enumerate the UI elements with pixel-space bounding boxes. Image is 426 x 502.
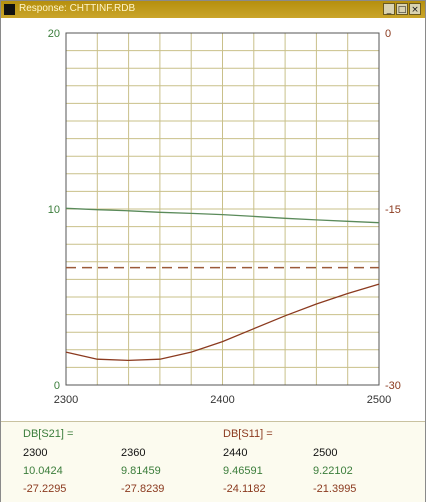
readout-s11-value-4: -21.3995	[313, 483, 357, 495]
s11-readout-label: DB[S11] =	[223, 428, 273, 440]
close-button[interactable]: ×	[409, 3, 421, 15]
right-y-tick-label: 0	[385, 28, 391, 40]
readout-s21-value-3: 9.46591	[223, 465, 263, 477]
minimize-button[interactable]: _	[383, 3, 395, 15]
left-y-tick-label: 0	[54, 380, 60, 392]
title-bar[interactable]: Response: CHTTINF.RDB _ □ ×	[1, 1, 425, 18]
readout-freq-2: 2360	[121, 447, 146, 459]
s21-series-line	[65, 207, 380, 224]
readout-s21-value-1: 10.0424	[23, 465, 63, 477]
readout-freq-1: 2300	[23, 447, 48, 459]
marker-readout: DB[S21] = DB[S11] = 2300 2360 2440 2500 …	[1, 421, 425, 502]
right-y-tick-label: -30	[385, 380, 401, 392]
left-y-tick-label: 20	[48, 28, 60, 40]
plot-area: 20 10 0 0 -15 -30 2300 2400 2500	[1, 18, 425, 421]
window-title: Response: CHTTINF.RDB	[19, 3, 136, 14]
readout-s21-value-2: 9.81459	[121, 465, 161, 477]
readout-freq-4: 2500	[313, 447, 338, 459]
readout-s11-value-2: -27.8239	[121, 483, 165, 495]
x-tick-label: 2400	[210, 394, 234, 406]
left-y-tick-label: 10	[48, 204, 60, 216]
readout-s11-value-1: -27.2295	[23, 483, 67, 495]
response-chart[interactable]: 20 10 0 0 -15 -30 2300 2400 2500	[1, 18, 425, 421]
maximize-button[interactable]: □	[396, 3, 408, 15]
s11-series-line	[65, 283, 380, 362]
right-y-tick-label: -15	[385, 204, 401, 216]
readout-s21-value-4: 9.22102	[313, 465, 353, 477]
x-tick-label: 2500	[367, 394, 391, 406]
readout-s11-value-3: -24.1182	[223, 483, 266, 495]
plot-frame	[65, 32, 380, 386]
app-icon[interactable]	[4, 4, 15, 15]
readout-freq-3: 2440	[223, 447, 248, 459]
s21-readout-label: DB[S21] =	[23, 428, 74, 440]
x-tick-label: 2300	[54, 394, 78, 406]
